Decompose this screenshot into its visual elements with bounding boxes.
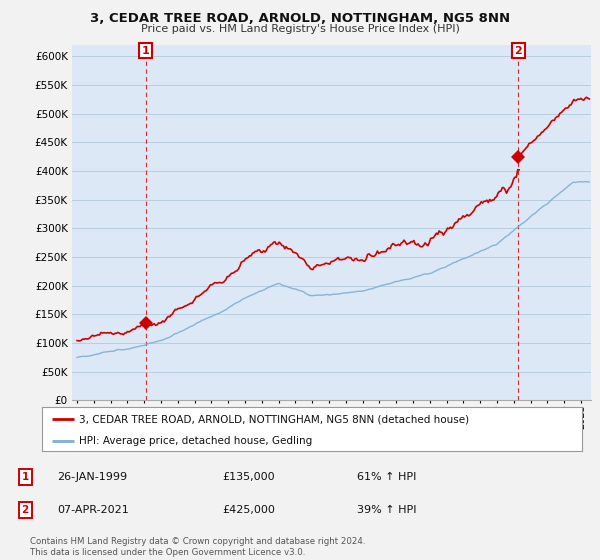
Text: 2: 2 <box>22 505 29 515</box>
Text: HPI: Average price, detached house, Gedling: HPI: Average price, detached house, Gedl… <box>79 436 312 446</box>
Text: Contains HM Land Registry data © Crown copyright and database right 2024.
This d: Contains HM Land Registry data © Crown c… <box>30 537 365 557</box>
Text: £425,000: £425,000 <box>222 505 275 515</box>
Text: 39% ↑ HPI: 39% ↑ HPI <box>357 505 416 515</box>
Text: £135,000: £135,000 <box>222 472 275 482</box>
Text: 26-JAN-1999: 26-JAN-1999 <box>57 472 127 482</box>
Text: 07-APR-2021: 07-APR-2021 <box>57 505 129 515</box>
Text: Price paid vs. HM Land Registry's House Price Index (HPI): Price paid vs. HM Land Registry's House … <box>140 24 460 34</box>
Text: 61% ↑ HPI: 61% ↑ HPI <box>357 472 416 482</box>
Text: 2: 2 <box>514 45 522 55</box>
Text: 1: 1 <box>22 472 29 482</box>
Text: 3, CEDAR TREE ROAD, ARNOLD, NOTTINGHAM, NG5 8NN: 3, CEDAR TREE ROAD, ARNOLD, NOTTINGHAM, … <box>90 12 510 25</box>
Text: 1: 1 <box>142 45 149 55</box>
Text: 3, CEDAR TREE ROAD, ARNOLD, NOTTINGHAM, NG5 8NN (detached house): 3, CEDAR TREE ROAD, ARNOLD, NOTTINGHAM, … <box>79 414 469 424</box>
